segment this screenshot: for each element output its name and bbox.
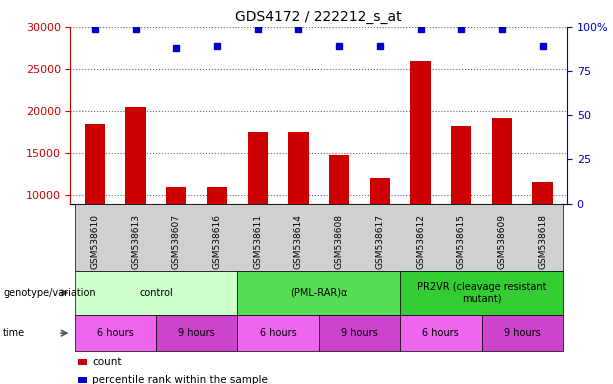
Bar: [533, 182, 553, 279]
Text: GSM538614: GSM538614: [294, 214, 303, 269]
Text: GSM538608: GSM538608: [335, 214, 344, 269]
Text: GSM538617: GSM538617: [375, 214, 384, 269]
Bar: [126, 107, 146, 279]
Text: GSM538607: GSM538607: [172, 214, 181, 269]
Text: GSM538612: GSM538612: [416, 214, 425, 269]
Text: GSM538609: GSM538609: [497, 214, 506, 269]
Text: 6 hours: 6 hours: [260, 328, 297, 338]
Bar: [85, 124, 105, 279]
Text: genotype/variation: genotype/variation: [3, 288, 96, 298]
Bar: [451, 126, 471, 279]
Bar: [410, 61, 431, 279]
Text: GSM538618: GSM538618: [538, 214, 547, 269]
Bar: [492, 118, 512, 279]
Text: 6 hours: 6 hours: [422, 328, 459, 338]
Text: 9 hours: 9 hours: [504, 328, 541, 338]
Bar: [370, 178, 390, 279]
Bar: [288, 132, 308, 279]
Text: control: control: [139, 288, 173, 298]
Title: GDS4172 / 222212_s_at: GDS4172 / 222212_s_at: [235, 10, 402, 25]
Text: count: count: [93, 357, 122, 367]
Text: percentile rank within the sample: percentile rank within the sample: [93, 375, 268, 384]
Bar: [329, 155, 349, 279]
Bar: [166, 187, 186, 279]
Text: 9 hours: 9 hours: [178, 328, 215, 338]
Bar: [248, 132, 268, 279]
Text: GSM538611: GSM538611: [253, 214, 262, 269]
Text: GSM538615: GSM538615: [457, 214, 466, 269]
Text: GSM538616: GSM538616: [213, 214, 221, 269]
Text: 6 hours: 6 hours: [97, 328, 134, 338]
Text: 9 hours: 9 hours: [341, 328, 378, 338]
Text: time: time: [3, 328, 25, 338]
Text: GSM538610: GSM538610: [90, 214, 99, 269]
Bar: [207, 187, 227, 279]
Text: (PML-RAR)α: (PML-RAR)α: [290, 288, 348, 298]
Text: PR2VR (cleavage resistant
mutant): PR2VR (cleavage resistant mutant): [417, 282, 546, 304]
Text: GSM538613: GSM538613: [131, 214, 140, 269]
